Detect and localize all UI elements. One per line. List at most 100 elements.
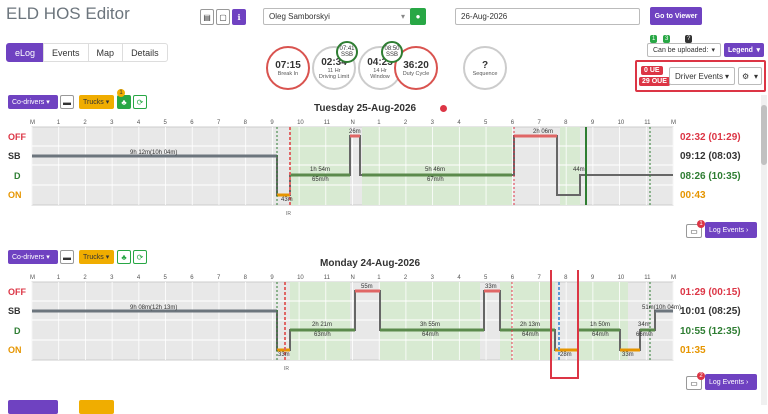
hour-label: 4 <box>457 275 461 281</box>
day1-d1-speed: 65m/h <box>312 177 329 183</box>
tab-elog[interactable]: eLog <box>6 43 45 62</box>
hour-label: 11 <box>644 275 651 281</box>
break-value: 07:15 <box>275 59 301 71</box>
duty-cycle-value: 36:20 <box>403 59 429 71</box>
break-gauge: 07:15 Break In <box>266 46 310 90</box>
hour-label: 10 <box>618 120 625 126</box>
day2-d4-speed: 64m/h <box>592 332 609 338</box>
legend-button[interactable]: Legend ▾ <box>724 43 764 57</box>
ssb-mini-label-1: SSB <box>340 52 353 58</box>
upload-status-select[interactable]: Can be uploaded: ▾ <box>647 43 721 57</box>
truck-icon[interactable]: ▬ <box>60 250 74 264</box>
fuel-icon[interactable]: ♣ <box>117 95 131 109</box>
day1-total-d: 08:26 (10:35) <box>680 171 741 182</box>
comment-icon[interactable]: ▭ <box>686 376 702 390</box>
settings-button[interactable]: ⚙ ▾ <box>738 67 762 85</box>
codrivers-button-day3[interactable] <box>8 400 58 414</box>
hour-label: 5 <box>484 275 488 281</box>
codrivers-button-day1[interactable]: Co-drivers ▾ <box>8 95 58 109</box>
hour-label: 11 <box>324 120 331 126</box>
chevron-down-icon: ▾ <box>724 71 729 81</box>
user-icon[interactable]: ● <box>410 8 426 25</box>
oue-badge[interactable]: 29 OUE <box>639 77 670 86</box>
scrollbar-thumb[interactable] <box>761 105 767 165</box>
day2-sb2-label: 51m(10h 04m) <box>642 305 681 311</box>
hour-label: 5 <box>164 120 168 126</box>
trucks-button-day3[interactable] <box>79 400 114 414</box>
day1-log-badge: 1 <box>697 220 705 228</box>
trucks-button-day1[interactable]: Trucks ▾ <box>79 95 114 109</box>
hour-label: 3 <box>110 275 114 281</box>
hour-label: 6 <box>190 275 194 281</box>
day2-total-d: 10:55 (12:35) <box>680 326 741 337</box>
day1-off1-label: 26m <box>349 129 361 135</box>
ssb-mini-label-2: SSB <box>385 52 398 58</box>
day2-d1-label: 2h 21m <box>312 322 332 328</box>
day1-d1-label: 1h 54m <box>310 167 330 173</box>
codrivers-button-day2[interactable]: Co-drivers ▾ <box>8 250 58 264</box>
refresh-icon[interactable]: ⟳ <box>133 250 147 264</box>
driver-events-highlight <box>635 60 766 92</box>
tab-map[interactable]: Map <box>87 43 124 62</box>
day2-log-badge: 2 <box>697 372 705 380</box>
hour-label: 5 <box>164 275 168 281</box>
hour-label: 2 <box>404 120 408 126</box>
refresh-icon[interactable]: ⟳ <box>133 95 147 109</box>
hour-label: 9 <box>591 275 595 281</box>
count-badge-unknown: ? <box>685 35 693 43</box>
ue-badge[interactable]: 0 UE <box>641 66 663 75</box>
status-d: D <box>14 171 21 181</box>
date-input[interactable]: 26-Aug-2026 <box>455 8 640 25</box>
day2-sb1-label: 9h 08m(12h 13m) <box>130 305 177 311</box>
hour-label: 9 <box>270 275 274 281</box>
day1-d2-speed: 67m/h <box>427 177 444 183</box>
main-tabs: eLog Events Map Details <box>6 43 168 62</box>
day1-violation-dot <box>440 105 447 112</box>
hour-label: 7 <box>537 120 541 126</box>
day2-log-events-button[interactable]: Log Events › <box>705 374 757 390</box>
hour-label: 10 <box>297 275 304 281</box>
driver-events-select[interactable]: Driver Events ▾ <box>669 67 735 85</box>
day1-graph: M 1 2 3 4 5 6 7 8 9 10 11 N 1 2 3 4 5 6 7 8 9 10 11 M 9h 12m(10h… <box>8 120 741 217</box>
hour-label: 2 <box>83 275 87 281</box>
status-on: ON <box>8 345 22 355</box>
hour-label: 3 <box>110 120 114 126</box>
codrivers-label: Co-drivers <box>12 98 45 106</box>
truck-icon[interactable]: ▬ <box>60 95 74 109</box>
go-to-viewer-button[interactable]: Go to Viewer <box>650 7 702 25</box>
ssb-mini-value-2: 08:50 <box>384 46 400 52</box>
info-icon[interactable]: ℹ <box>232 9 246 25</box>
trucks-button-day2[interactable]: Trucks ▾ <box>79 250 114 264</box>
day1-total-sb: 09:12 (08:03) <box>680 151 741 162</box>
document-icon[interactable]: ▤ <box>200 9 214 25</box>
driver-select[interactable]: Oleg Samborskyi ▾ <box>263 8 411 25</box>
day1-d3-label: 44m <box>573 167 585 173</box>
day1-log-events-button[interactable]: Log Events › <box>705 222 757 238</box>
count-badge-2: 3 <box>663 35 671 43</box>
hour-label: N <box>351 120 355 126</box>
driver-events-value: Driver Events <box>675 71 724 81</box>
count-badge-1: 1 <box>650 35 658 43</box>
day2-title: Monday 24-Aug-2026 <box>320 258 421 269</box>
day1-total-on: 00:43 <box>680 190 706 201</box>
log-events-label: Log Events <box>709 226 745 234</box>
day2-total-off: 01:29 (00:15) <box>680 287 741 298</box>
status-d: D <box>14 326 21 336</box>
day1-total-off: 02:32 (01:29) <box>680 132 741 143</box>
comment-icon[interactable]: ▭ <box>686 224 702 238</box>
status-on: ON <box>8 190 22 200</box>
driving-limit-value: 02:34 <box>321 56 347 68</box>
day2-ir-label: IR <box>284 366 289 372</box>
fuel-icon[interactable]: ♣ <box>117 250 131 264</box>
hour-label: 7 <box>537 275 541 281</box>
scrollbar[interactable] <box>761 95 767 405</box>
day2-total-on: 01:35 <box>680 345 706 356</box>
hour-label: 3 <box>431 275 435 281</box>
codrivers-label: Co-drivers <box>12 253 45 261</box>
day2-d3-speed: 64m/h <box>522 332 539 338</box>
trucks-label: Trucks <box>83 98 104 106</box>
sequence-label: Sequence <box>472 70 498 77</box>
tab-details[interactable]: Details <box>122 43 168 62</box>
tab-events[interactable]: Events <box>43 43 89 62</box>
copy-icon[interactable]: ▢ <box>216 9 230 25</box>
